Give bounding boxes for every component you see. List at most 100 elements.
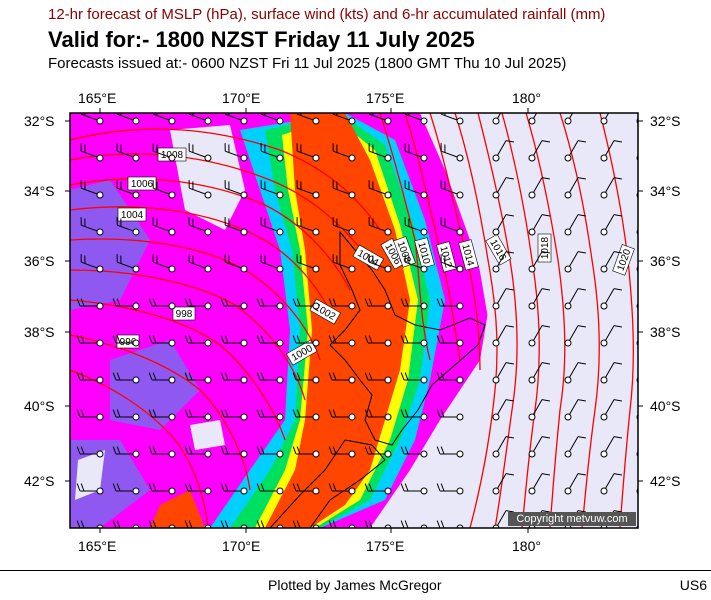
map-frame	[69, 112, 639, 529]
rain-area-heavy-west	[150, 490, 205, 528]
south-island-outline	[269, 439, 386, 528]
wind-barb	[292, 446, 320, 458]
wind-barb	[440, 217, 464, 236]
wind-barb	[328, 372, 356, 384]
wind-barb	[440, 254, 464, 273]
wind-barb	[292, 335, 320, 347]
wind-barb	[528, 288, 550, 310]
lat-label-right: 32°S	[650, 113, 681, 129]
wind-barb	[364, 446, 392, 458]
wind-barb	[492, 436, 514, 458]
wind-barb	[636, 229, 638, 235]
dry-area-east	[420, 113, 638, 528]
wind-barb	[80, 254, 104, 273]
wind-barb	[116, 254, 140, 273]
wind-barb	[112, 298, 140, 310]
wind-barb	[368, 254, 392, 273]
wind-barb	[364, 409, 392, 421]
wind-barb	[256, 409, 284, 421]
wind-barb	[184, 446, 212, 458]
wind-barb	[564, 288, 586, 310]
wind-barb	[296, 113, 320, 125]
wind-barb	[528, 399, 550, 421]
wind-barb	[188, 180, 212, 199]
wind-barb	[116, 143, 140, 162]
wind-barb	[404, 143, 428, 162]
wind-barb	[564, 177, 586, 199]
wind-barb	[80, 143, 104, 162]
wind-barb	[368, 143, 392, 162]
wind-barb	[112, 483, 140, 495]
wind-barb	[528, 325, 550, 347]
wind-barb	[80, 217, 104, 236]
wind-barb	[528, 473, 550, 495]
wind-barb	[492, 473, 514, 495]
wind-barb	[528, 214, 550, 236]
lon-label-bottom: 165°E	[78, 538, 117, 554]
wind-barb	[400, 298, 428, 310]
wind-barb	[332, 143, 356, 162]
wind-barb	[600, 473, 622, 495]
lat-label-left: 32°S	[24, 113, 55, 129]
wind-barb	[260, 217, 284, 236]
wind-barb	[80, 180, 104, 199]
wind-barb	[220, 446, 248, 458]
rain-area-heavy	[265, 113, 410, 528]
wind-barb	[256, 335, 284, 347]
lat-label-right: 38°S	[650, 324, 681, 340]
wind-barb	[492, 214, 514, 236]
wind-barb	[436, 372, 464, 384]
wind-barb	[564, 140, 586, 162]
wind-barb	[364, 520, 392, 528]
wind-barb	[76, 483, 104, 495]
wind-barb	[332, 217, 356, 236]
wind-barb	[528, 177, 550, 199]
lon-label-bottom: 180°	[512, 538, 541, 554]
wind-barb	[152, 143, 176, 162]
wind-barb	[148, 372, 176, 384]
wind-barb	[296, 254, 320, 273]
wind-barb	[224, 113, 248, 125]
wind-barb	[564, 436, 586, 458]
wind-barb	[404, 113, 428, 125]
wind-barb	[116, 217, 140, 236]
wind-barb	[492, 325, 514, 347]
wind-barb	[220, 335, 248, 347]
lon-label-bottom: 170°E	[222, 538, 261, 554]
wind-barb	[368, 113, 392, 125]
wind-barb	[256, 483, 284, 495]
wind-barb	[224, 143, 248, 162]
wind-barb	[220, 409, 248, 421]
lat-label-right: 36°S	[650, 253, 681, 269]
wind-barb	[184, 409, 212, 421]
wind-barb	[112, 446, 140, 458]
wind-barb	[328, 335, 356, 347]
wind-barb	[292, 483, 320, 495]
wind-barb	[492, 288, 514, 310]
wind-barb	[152, 217, 176, 236]
wind-barb	[600, 399, 622, 421]
lat-label-left: 42°S	[24, 473, 55, 489]
wind-barb	[528, 113, 538, 125]
wind-barb	[564, 399, 586, 421]
wind-barb	[436, 298, 464, 310]
wind-barb	[332, 180, 356, 199]
wind-barb	[600, 362, 622, 384]
wind-barb	[328, 483, 356, 495]
lat-label-left: 40°S	[24, 398, 55, 414]
wind-barb	[600, 177, 622, 199]
wind-barb	[564, 251, 586, 273]
wind-barb	[256, 298, 284, 310]
wind-barb	[636, 525, 638, 528]
wind-barb	[400, 409, 428, 421]
wind-barb	[332, 254, 356, 273]
wind-barb	[564, 473, 586, 495]
wind-barb	[492, 362, 514, 384]
wind-barb	[404, 254, 428, 273]
lon-label-top: 175°E	[366, 90, 405, 106]
wind-barb	[364, 372, 392, 384]
lat-label-left: 38°S	[24, 324, 55, 340]
wind-barb	[564, 362, 586, 384]
wind-barb	[296, 180, 320, 199]
wind-barb	[76, 372, 104, 384]
